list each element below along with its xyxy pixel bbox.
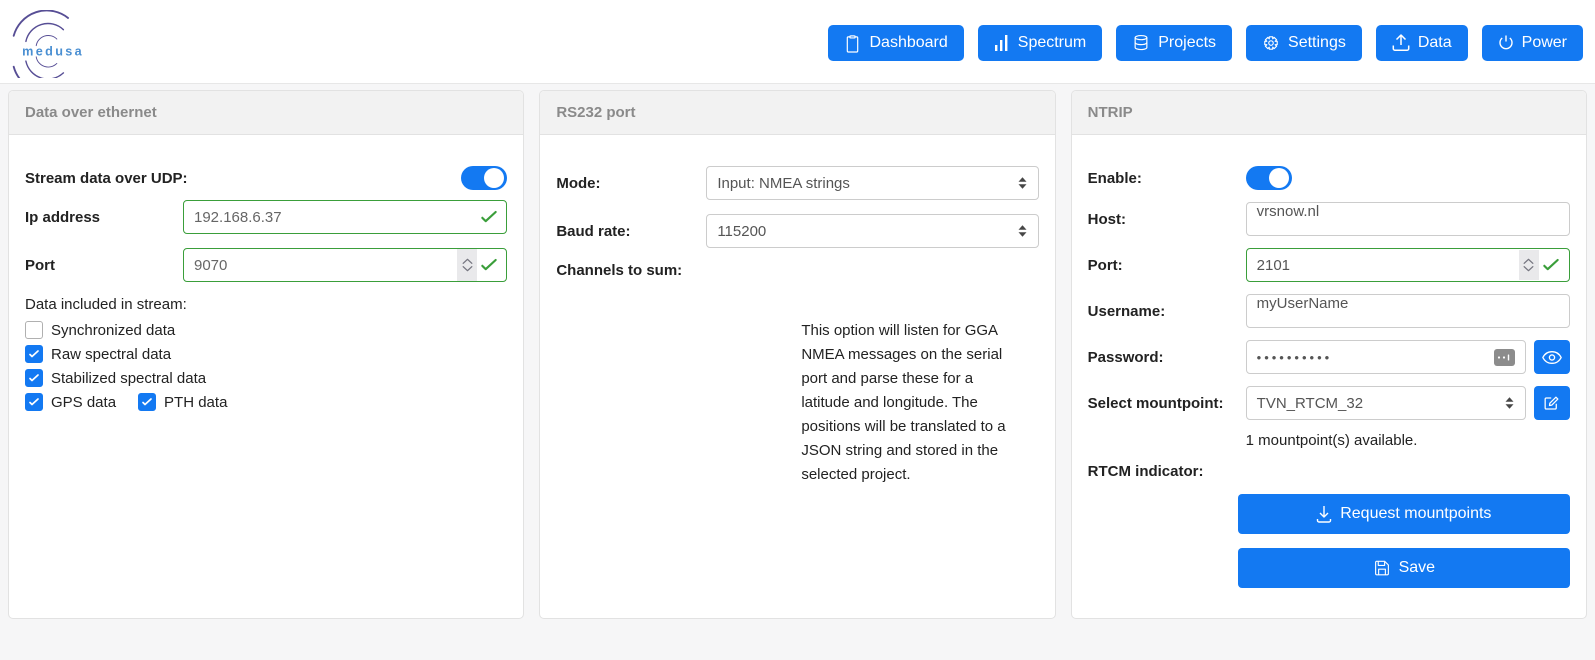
svg-text:medusa: medusa [22,44,84,58]
